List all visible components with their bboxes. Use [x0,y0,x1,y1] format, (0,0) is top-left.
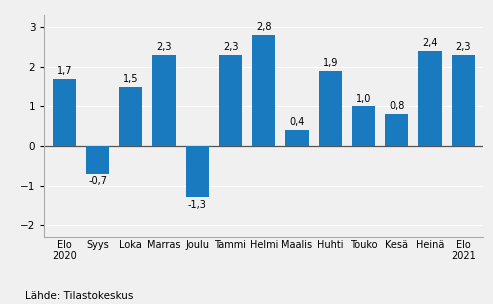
Bar [219,55,242,146]
Text: 1,0: 1,0 [356,94,371,104]
Bar [285,130,309,146]
Bar [252,35,276,146]
Text: 2,8: 2,8 [256,22,272,32]
Text: 2,3: 2,3 [456,42,471,52]
Bar [119,87,142,146]
Text: 1,5: 1,5 [123,74,139,84]
Text: 1,7: 1,7 [57,66,72,76]
Bar [318,71,342,146]
Text: 0,4: 0,4 [289,117,305,127]
Bar [152,55,176,146]
Bar [385,114,408,146]
Text: 0,8: 0,8 [389,102,404,112]
Text: Lähde: Tilastokeskus: Lähde: Tilastokeskus [25,291,133,301]
Text: 2,3: 2,3 [156,42,172,52]
Text: -0,7: -0,7 [88,177,107,186]
Bar [452,55,475,146]
Text: 1,9: 1,9 [322,58,338,68]
Bar [86,146,109,174]
Text: 2,3: 2,3 [223,42,238,52]
Bar [352,106,375,146]
Bar [419,51,442,146]
Bar [186,146,209,198]
Text: 2,4: 2,4 [422,38,438,48]
Text: -1,3: -1,3 [188,200,207,210]
Bar [53,79,76,146]
